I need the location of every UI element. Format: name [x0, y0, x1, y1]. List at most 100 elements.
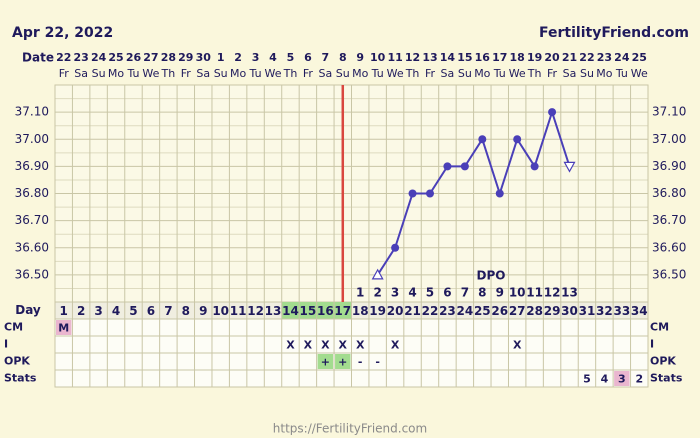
day-number: 22: [422, 304, 439, 318]
cell-highlight: [317, 354, 334, 369]
cell-text: X: [513, 339, 522, 352]
date-label: 19: [527, 51, 542, 64]
temp-point: [391, 243, 400, 252]
weekday-label: Tu: [371, 67, 384, 80]
day-number: 10: [212, 304, 229, 318]
day-number: 6: [147, 304, 155, 318]
weekday-label: Mo: [230, 67, 246, 80]
date-label: 5: [287, 51, 295, 64]
temp-point: [425, 189, 434, 198]
weekday-label: Fr: [425, 67, 436, 80]
chart-title: Apr 22, 2022: [12, 25, 113, 41]
date-label: 17: [492, 51, 507, 64]
cell-text: +: [338, 356, 347, 369]
day-highlight: [316, 302, 335, 319]
weekday-label: Sa: [318, 67, 332, 80]
dpo-number: 5: [426, 286, 434, 300]
footer: https://FertilityFriend.com: [273, 422, 427, 436]
dpo-number: 11: [526, 286, 543, 300]
date-label: 27: [143, 51, 158, 64]
day-number: 30: [561, 304, 578, 318]
date-label: 8: [339, 51, 347, 64]
y-tick-label: 36.60: [15, 240, 49, 254]
dpo-number: 3: [391, 286, 399, 300]
date-label: 29: [178, 51, 193, 64]
day-number: 5: [129, 304, 137, 318]
date-label: 25: [108, 51, 123, 64]
weekday-label: Tu: [493, 67, 506, 80]
row-label-right: OPK: [650, 355, 676, 368]
day-highlight: [281, 302, 300, 319]
date-label: 9: [356, 51, 364, 64]
cell-text: M: [58, 322, 69, 335]
cell-highlight: [56, 320, 72, 335]
date-label: 21: [562, 51, 577, 64]
temp-point: [460, 162, 469, 171]
cell-text: 5: [583, 373, 591, 386]
weekday-label: Th: [283, 67, 298, 80]
day-highlight: [299, 302, 317, 319]
weekday-label: Sa: [563, 67, 577, 80]
weekday-label: Mo: [108, 67, 124, 80]
temp-point: [530, 162, 539, 171]
date-label: 16: [475, 51, 491, 64]
dpo-number: 7: [461, 286, 469, 300]
date-label: 22: [56, 51, 71, 64]
cell-text: X: [321, 339, 330, 352]
y-tick-label-right: 36.50: [652, 267, 686, 281]
cell-text: X: [339, 339, 348, 352]
weekday-label: Tu: [249, 67, 262, 80]
y-tick-label-right: 36.60: [652, 240, 686, 254]
temp-point: [408, 189, 417, 198]
dpo-number: 1: [356, 286, 364, 300]
day-number: 18: [352, 304, 369, 318]
weekday-label: Tu: [615, 67, 628, 80]
date-label: 20: [544, 51, 560, 64]
row-label-right: CM: [650, 321, 669, 334]
date-label: 24: [614, 51, 630, 64]
row-label-right: Stats: [650, 372, 683, 385]
dpo-number: 9: [496, 286, 504, 300]
weekday-label: Tu: [126, 67, 139, 80]
y-tick-label-right: 37.00: [652, 132, 686, 146]
row-label: I: [4, 338, 8, 351]
cell-text: -: [358, 356, 363, 369]
weekday-label: Mo: [474, 67, 490, 80]
weekday-label: Su: [92, 67, 106, 80]
weekday-label: Fr: [303, 67, 314, 80]
y-tick-label-right: 36.90: [652, 159, 686, 173]
day-number: 28: [526, 304, 543, 318]
dpo-number: 8: [478, 286, 486, 300]
cell-text: X: [391, 339, 400, 352]
cell-text: 3: [618, 373, 626, 386]
y-tick-label: 36.80: [15, 186, 49, 200]
row-label: OPK: [4, 355, 30, 368]
open-marker: [371, 268, 384, 280]
cell-text: 4: [601, 373, 609, 386]
y-tick-label: 36.50: [15, 267, 49, 281]
source: FertilityFriend.com: [539, 25, 689, 41]
day-number: 17: [334, 304, 351, 318]
day-highlight: [334, 302, 352, 319]
dpo-label: DPO: [477, 269, 506, 283]
weekday-label: Su: [214, 67, 228, 80]
row-label: Stats: [4, 372, 37, 385]
day-number: 32: [596, 304, 613, 318]
date-label: 24: [91, 51, 107, 64]
weekday-label: Th: [527, 67, 542, 80]
weekday-label: Su: [458, 67, 472, 80]
date-label: 2: [234, 51, 242, 64]
y-tick-label: 36.90: [15, 159, 49, 173]
date-label: 3: [252, 51, 260, 64]
weekday-label: Fr: [547, 67, 558, 80]
day-number: 15: [300, 304, 317, 318]
date-label: 10: [370, 51, 386, 64]
y-tick-label-right: 37.10: [652, 105, 686, 119]
day-number: 31: [579, 304, 596, 318]
temp-point: [548, 108, 557, 117]
temp-point: [478, 135, 487, 144]
date-label: 14: [440, 51, 456, 64]
date-label: 28: [161, 51, 176, 64]
date-label: 15: [457, 51, 472, 64]
